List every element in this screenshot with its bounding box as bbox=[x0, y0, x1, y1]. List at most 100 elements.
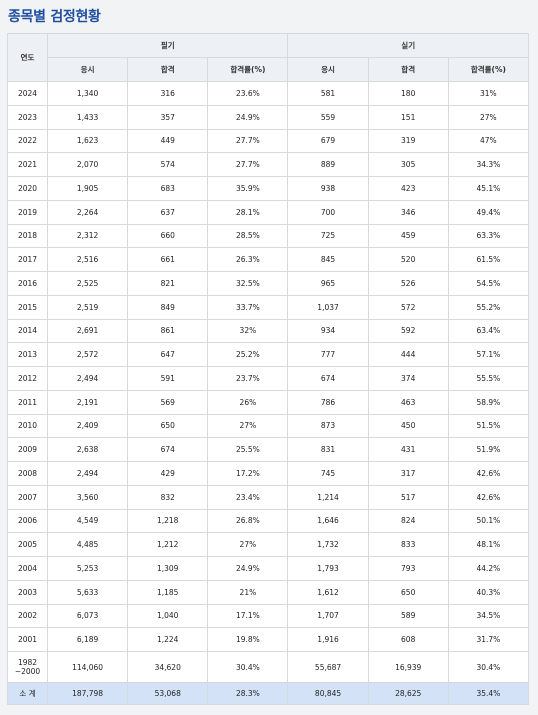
year-cell: 2010 bbox=[7, 413, 48, 439]
year-cell: 2024 bbox=[7, 81, 48, 106]
written-applicants-cell: 5,633 bbox=[46, 579, 129, 605]
practical-passed-cell: 459 bbox=[367, 223, 449, 249]
year-cell: 2017 bbox=[7, 247, 48, 272]
practical-rate-cell: 48.1% bbox=[447, 532, 529, 557]
year-cell: 2019 bbox=[7, 199, 48, 225]
total-label: 소 계 bbox=[7, 682, 48, 705]
table-row: 2003 5,633 1,185 21% 1,612 650 40.3% bbox=[7, 579, 529, 605]
practical-applicants-cell: 1,793 bbox=[287, 556, 369, 581]
written-rate-cell: 25.5% bbox=[207, 437, 289, 462]
table-row: 2008 2,494 429 17.2% 745 317 42.6% bbox=[7, 461, 529, 486]
practical-rate-cell: 44.2% bbox=[447, 556, 529, 581]
practical-rate-cell: 42.6% bbox=[447, 461, 529, 486]
practical-applicants-cell: 786 bbox=[287, 389, 369, 415]
written-passed-cell: 1,218 bbox=[127, 508, 209, 534]
practical-rate-cell: 47% bbox=[447, 128, 529, 154]
practical-passed-cell: 450 bbox=[367, 413, 449, 439]
practical-rate-cell: 50.1% bbox=[447, 508, 529, 534]
written-passed-cell: 674 bbox=[127, 437, 209, 462]
practical-rate-cell: 54.5% bbox=[447, 271, 529, 296]
written-applicants-cell: 2,691 bbox=[46, 318, 129, 344]
written-passed-cell: 34,620 bbox=[127, 651, 209, 683]
written-rate-cell: 35.9% bbox=[207, 176, 289, 201]
page-title: 종목별 검정현황 bbox=[8, 9, 101, 25]
practical-applicants-cell: 1,037 bbox=[287, 294, 369, 320]
practical-rate-cell: 63.4% bbox=[447, 318, 529, 344]
written-rate-cell: 23.4% bbox=[207, 484, 289, 510]
practical-applicants-cell: 674 bbox=[287, 366, 369, 391]
practical-passed-cell: 423 bbox=[367, 176, 449, 201]
written-rate-cell: 23.7% bbox=[207, 366, 289, 391]
table-row: 2007 3,560 832 23.4% 1,214 517 42.6% bbox=[7, 484, 529, 510]
table-header: 연도 필기 실기 응시 합격 합격률(%) 응시 합격 합격률(%) bbox=[7, 33, 529, 82]
written-applicants-cell: 2,519 bbox=[46, 294, 129, 320]
year-cell: 2004 bbox=[7, 556, 48, 581]
table-row: 2006 4,549 1,218 26.8% 1,646 824 50.1% bbox=[7, 508, 529, 534]
written-rate-cell: 26.3% bbox=[207, 247, 289, 272]
written-passed-cell: 650 bbox=[127, 413, 209, 439]
practical-applicants-cell: 679 bbox=[287, 128, 369, 154]
written-rate-cell: 27.7% bbox=[207, 128, 289, 154]
year-cell: 2003 bbox=[7, 579, 48, 605]
written-header: 필기 bbox=[46, 33, 289, 58]
written-applicants-cell: 2,494 bbox=[46, 366, 129, 391]
table-row: 2005 4,485 1,212 27% 1,732 833 48.1% bbox=[7, 532, 529, 557]
practical-applicants-cell: 777 bbox=[287, 342, 369, 367]
table-row: 1982 ~2000 114,060 34,620 30.4% 55,687 16,939 3… bbox=[7, 651, 529, 683]
practical-applicants-cell: 1,214 bbox=[287, 484, 369, 510]
written-passed-cell: 1,309 bbox=[127, 556, 209, 581]
written-passed-cell: 647 bbox=[127, 342, 209, 367]
written-rate-cell: 19.8% bbox=[207, 627, 289, 652]
year-cell: 2013 bbox=[7, 342, 48, 367]
written-passed-cell: 1,185 bbox=[127, 579, 209, 605]
practical-applicants-cell: 700 bbox=[287, 199, 369, 225]
total-row: 소 계 187,798 53,068 28.3% 80,845 28,625 3… bbox=[7, 682, 529, 705]
total-practical-rate: 35.4% bbox=[447, 682, 529, 705]
year-cell: 2007 bbox=[7, 484, 48, 510]
year-cell: 2009 bbox=[7, 437, 48, 462]
written-applicants-cell: 2,525 bbox=[46, 271, 129, 296]
written-rate-cell: 28.5% bbox=[207, 223, 289, 249]
practical-rate-cell: 61.5% bbox=[447, 247, 529, 272]
written-applicants-cell: 6,073 bbox=[46, 603, 129, 629]
table-row: 2022 1,623 449 27.7% 679 319 47% bbox=[7, 128, 529, 154]
practical-applicants-cell: 1,916 bbox=[287, 627, 369, 652]
year-cell: 2008 bbox=[7, 461, 48, 486]
year-cell: 2018 bbox=[7, 223, 48, 249]
written-passed-cell: 861 bbox=[127, 318, 209, 344]
practical-passed-cell: 180 bbox=[367, 81, 449, 106]
table-body: 2024 1,340 316 23.6% 581 180 31% 2023 1,433 357 24… bbox=[7, 81, 529, 683]
written-rate-cell: 25.2% bbox=[207, 342, 289, 367]
written-applicants-cell: 2,572 bbox=[46, 342, 129, 367]
table-row: 2012 2,494 591 23.7% 674 374 55.5% bbox=[7, 366, 529, 391]
written-applicants-cell: 2,070 bbox=[46, 152, 129, 177]
table-row: 2009 2,638 674 25.5% 831 431 51.9% bbox=[7, 437, 529, 462]
practical-passed-cell: 824 bbox=[367, 508, 449, 534]
practical-rate-cell: 63.3% bbox=[447, 223, 529, 249]
practical-passed-cell: 592 bbox=[367, 318, 449, 344]
written-applicants-cell: 1,905 bbox=[46, 176, 129, 201]
written-applicants-cell: 2,494 bbox=[46, 461, 129, 486]
year-cell: 2012 bbox=[7, 366, 48, 391]
written-rate-cell: 30.4% bbox=[207, 651, 289, 683]
table-row: 2002 6,073 1,040 17.1% 1,707 589 34.5% bbox=[7, 603, 529, 629]
year-cell: 2014 bbox=[7, 318, 48, 344]
practical-rate-cell: 30.4% bbox=[447, 651, 529, 683]
written-passed-cell: 1,212 bbox=[127, 532, 209, 557]
table-row: 2020 1,905 683 35.9% 938 423 45.1% bbox=[7, 176, 529, 201]
practical-passed-cell: 319 bbox=[367, 128, 449, 154]
written-applicants-cell: 2,191 bbox=[46, 389, 129, 415]
written-passed-cell: 660 bbox=[127, 223, 209, 249]
written-applicants-cell: 2,638 bbox=[46, 437, 129, 462]
written-passed-cell: 357 bbox=[127, 104, 209, 130]
practical-applicants-cell: 873 bbox=[287, 413, 369, 439]
written-applicants-cell: 4,549 bbox=[46, 508, 129, 534]
practical-rate-cell: 57.1% bbox=[447, 342, 529, 367]
practical-passed-cell: 650 bbox=[367, 579, 449, 605]
year-cell: 2015 bbox=[7, 294, 48, 320]
written-passed-cell: 683 bbox=[127, 176, 209, 201]
written-applicants-cell: 3,560 bbox=[46, 484, 129, 510]
practical-passed-header: 합격 bbox=[367, 57, 449, 82]
practical-rate-cell: 45.1% bbox=[447, 176, 529, 201]
practical-passed-cell: 572 bbox=[367, 294, 449, 320]
